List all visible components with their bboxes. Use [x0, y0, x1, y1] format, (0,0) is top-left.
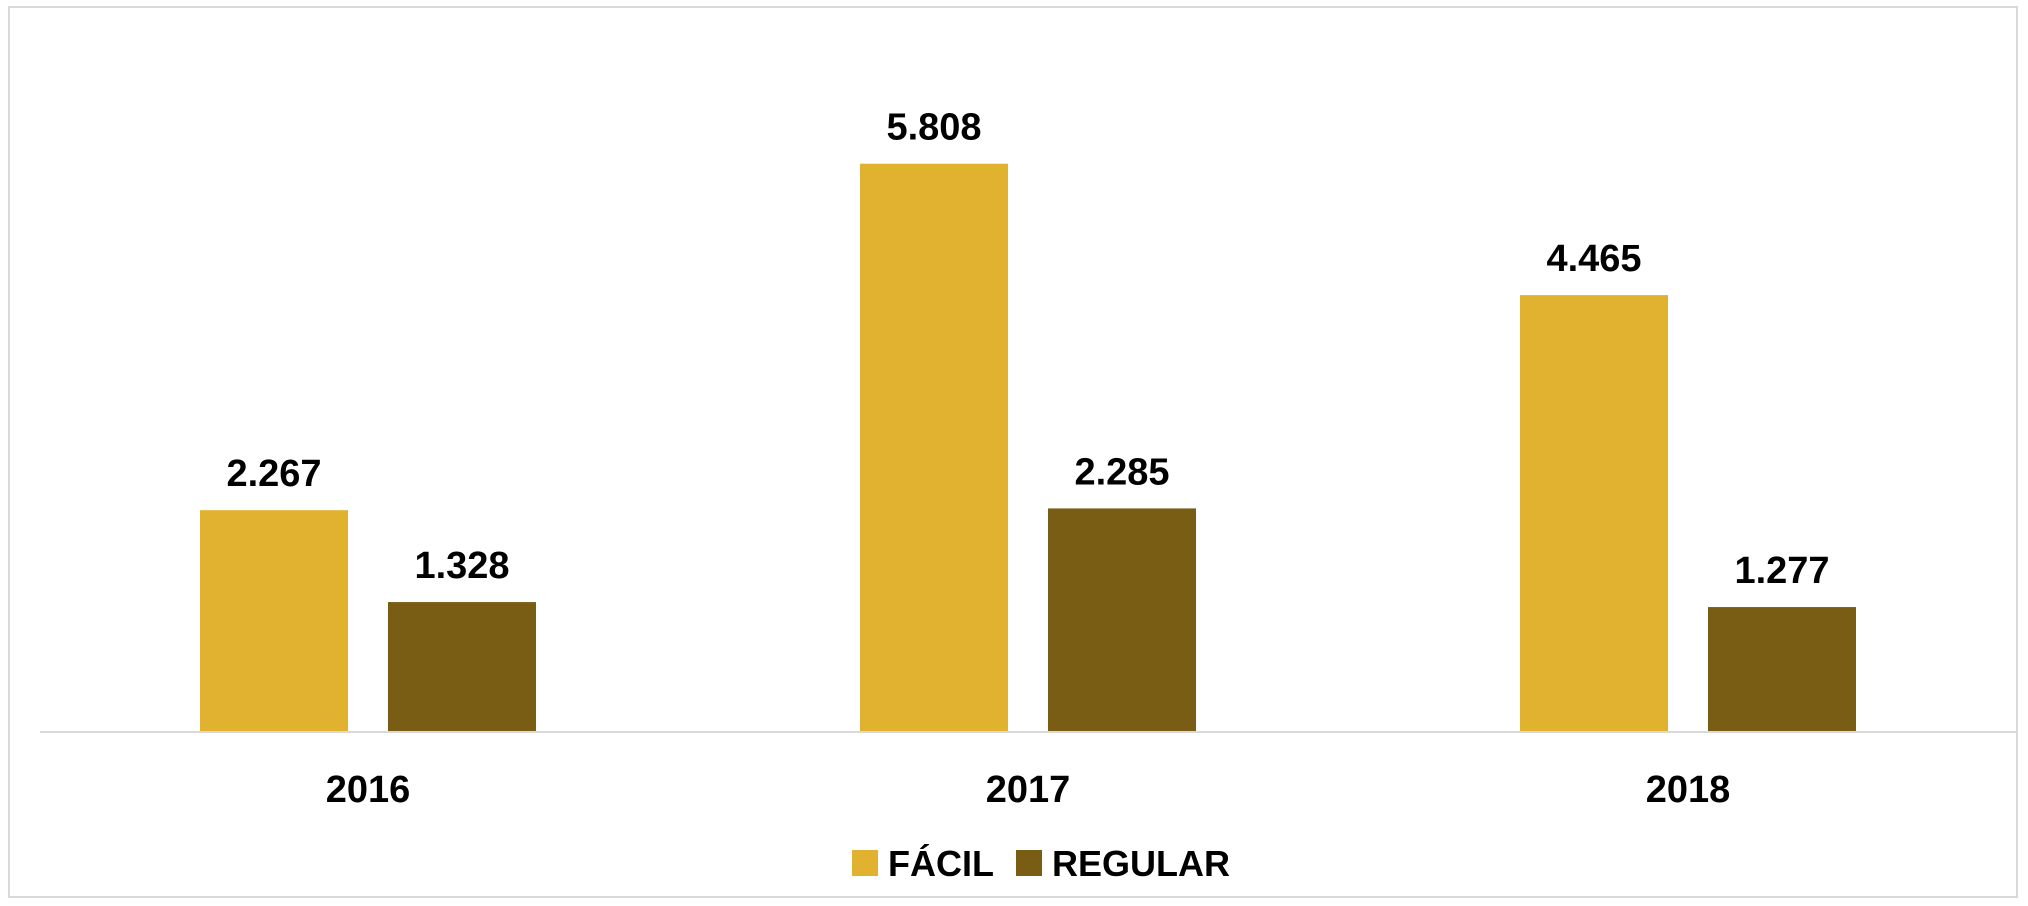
chart-area — [8, 6, 2018, 898]
bar-regular-2016 — [388, 602, 536, 732]
legend-label-regular: REGULAR — [1052, 843, 1230, 884]
bar-regular-2017 — [1048, 508, 1196, 732]
x-axis-ticks: 2016 2017 2018 — [326, 769, 1731, 811]
data-label-regular-2017: 2.285 — [1074, 451, 1169, 493]
legend-swatch-regular — [1016, 850, 1042, 876]
bars-layer — [200, 163, 1856, 732]
legend: FÁCIL REGULAR — [852, 843, 1230, 884]
x-tick-label-2016: 2016 — [326, 769, 411, 811]
x-tick-label-2017: 2017 — [986, 769, 1071, 811]
data-label-fácil-2016: 2.267 — [226, 453, 321, 495]
legend-label-fácil: FÁCIL — [888, 843, 994, 884]
data-labels-layer: 2.267 1.328 5.808 2.285 4.465 1.277 — [226, 107, 1829, 592]
bar-fácil-2016 — [200, 510, 348, 732]
legend-swatch-fácil — [852, 850, 878, 876]
bar-fácil-2018 — [1520, 295, 1668, 732]
data-label-regular-2018: 1.277 — [1734, 550, 1829, 592]
data-label-regular-2016: 1.328 — [414, 545, 509, 587]
data-label-fácil-2018: 4.465 — [1546, 238, 1641, 280]
bar-regular-2018 — [1708, 607, 1856, 732]
data-label-fácil-2017: 5.808 — [886, 107, 981, 149]
bar-fácil-2017 — [860, 163, 1008, 732]
x-tick-label-2018: 2018 — [1646, 769, 1731, 811]
